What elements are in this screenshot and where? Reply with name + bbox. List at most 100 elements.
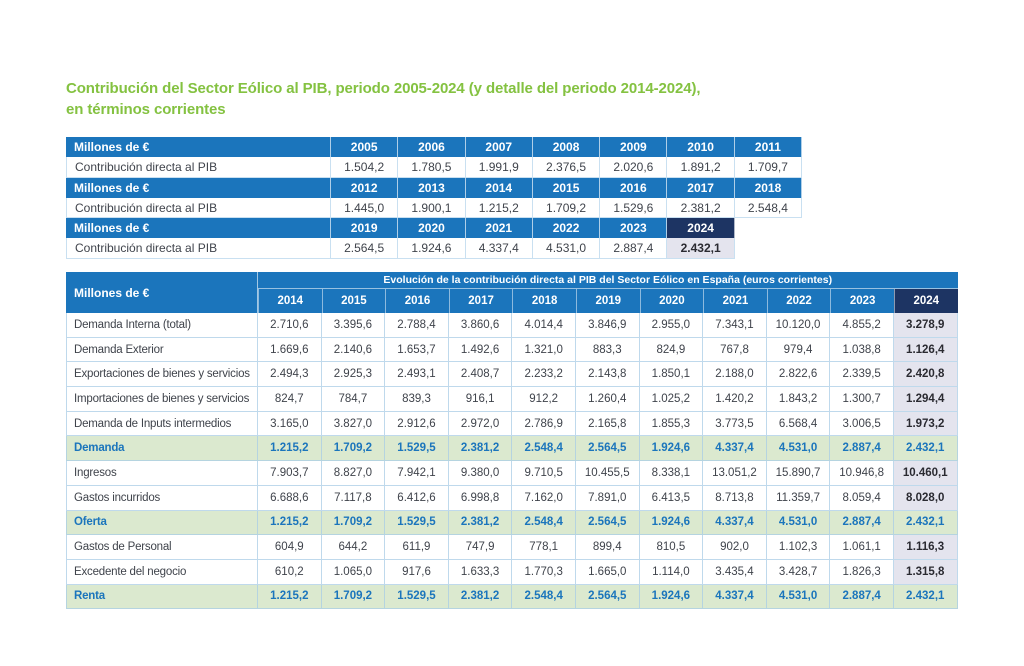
- year-header-cell: 2017: [448, 289, 513, 313]
- page-title-line-2: en términos corrientes: [66, 101, 226, 118]
- value-cell: 4.337,4: [465, 238, 533, 259]
- value-cell: 8.059,4: [830, 485, 894, 511]
- value-cell: 6.568,4: [766, 411, 831, 437]
- page-title-line-1: Contribución del Sector Eólico al PIB, p…: [66, 80, 701, 97]
- value-cell: 2.432,1: [667, 238, 735, 259]
- value-cell: 1.665,0: [575, 559, 640, 585]
- value-cell: 1.709,2: [532, 197, 601, 219]
- value-cell: 2.188,0: [703, 362, 767, 388]
- row-label-cell: Demanda: [66, 436, 258, 462]
- value-cell: 3.428,7: [766, 559, 831, 585]
- row-label-cell: Demanda de Inputs intermedios: [66, 411, 258, 437]
- value-cell: 6.998,8: [448, 485, 513, 511]
- year-header-cell: 2016: [600, 177, 668, 198]
- value-cell: 7.903,7: [258, 461, 322, 486]
- value-cell: 2.432,1: [893, 584, 958, 610]
- value-cell: 1.529,5: [385, 584, 449, 610]
- value-cell: 4.531,0: [766, 584, 831, 610]
- value-cell: 1.633,3: [448, 559, 513, 585]
- year-header-cell: 2014: [258, 289, 322, 313]
- value-cell: 1.061,1: [830, 535, 894, 560]
- value-cell: 1.025,2: [639, 387, 704, 412]
- value-cell: 4.531,0: [766, 510, 831, 536]
- year-header-cell: 2019: [575, 289, 640, 313]
- value-cell: 2.912,6: [385, 411, 449, 437]
- row-label-cell: Ingresos: [66, 461, 258, 486]
- value-cell: 3.846,9: [575, 313, 640, 338]
- value-cell: 2.408,7: [448, 362, 513, 388]
- value-cell: 979,4: [766, 337, 831, 363]
- summary-table-section: Millones de €2019 2020 2021 2022 2023 2024 Con…: [66, 218, 802, 259]
- year-header-cell: 2020: [398, 218, 466, 239]
- value-cell: 1.850,1: [639, 362, 704, 388]
- value-cell: 1.215,2: [258, 436, 322, 462]
- year-header-cell: 2015: [321, 289, 386, 313]
- value-cell: 1.826,3: [830, 559, 894, 585]
- value-cell: 824,7: [258, 387, 322, 412]
- year-header-cell: 2005: [331, 137, 399, 158]
- value-cell: 3.773,5: [703, 411, 767, 437]
- value-cell: 824,9: [639, 337, 704, 363]
- value-cell: 1.770,3: [512, 559, 576, 585]
- value-cell: 2.548,4: [512, 436, 576, 462]
- value-cell: 2.233,2: [512, 362, 576, 388]
- value-cell: 1.492,6: [448, 337, 513, 363]
- value-cell: 1.709,7: [734, 157, 803, 178]
- year-header-cell: 2017: [667, 177, 735, 198]
- value-cell: 902,0: [703, 535, 767, 560]
- value-cell: 778,1: [512, 535, 576, 560]
- value-cell: 1.709,2: [321, 436, 386, 462]
- value-cell: 2.493,1: [385, 362, 449, 388]
- value-cell: 2.564,5: [331, 238, 399, 259]
- value-cell: 1.420,2: [703, 387, 767, 412]
- value-cell: 1.114,0: [639, 559, 704, 585]
- value-cell: 1.669,6: [258, 337, 322, 363]
- value-cell: 2.140,6: [321, 337, 386, 363]
- value-cell: 10.946,8: [830, 461, 894, 486]
- value-cell: 1.855,3: [639, 411, 704, 437]
- page-title: Contribución del Sector Eólico al PIB, p…: [66, 78, 926, 120]
- year-header-cell: 2018: [734, 177, 803, 198]
- value-cell: 1.504,2: [331, 157, 399, 178]
- value-cell: 3.006,5: [830, 411, 894, 437]
- value-cell: 2.564,5: [575, 436, 640, 462]
- value-cell: 1.102,3: [766, 535, 831, 560]
- value-cell: 1.709,2: [321, 584, 386, 610]
- value-cell: 883,3: [575, 337, 640, 363]
- year-header-cell: 2020: [639, 289, 704, 313]
- year-header-cell: 2015: [532, 177, 601, 198]
- row-label-cell: Contribución directa al PIB: [66, 238, 331, 259]
- value-cell: 1.924,6: [639, 436, 704, 462]
- value-cell: 899,4: [575, 535, 640, 560]
- year-header-cell: 2014: [465, 177, 533, 198]
- value-cell: 1.215,2: [258, 584, 322, 610]
- value-cell: 1.653,7: [385, 337, 449, 363]
- value-cell: 2.887,4: [830, 510, 894, 536]
- value-cell: 1.529,5: [385, 436, 449, 462]
- year-header-cell: 2021: [703, 289, 767, 313]
- value-cell: 10.455,5: [575, 461, 640, 486]
- year-header-cell: 2007: [465, 137, 533, 158]
- value-cell: 3.827,0: [321, 411, 386, 437]
- value-cell: 2.548,4: [512, 584, 576, 610]
- value-cell: 4.337,4: [703, 510, 767, 536]
- value-cell: 7.117,8: [321, 485, 386, 511]
- year-header-cell: 2008: [532, 137, 601, 158]
- value-cell: 2.548,4: [512, 510, 576, 536]
- millones-corner-cell: Millones de €: [66, 272, 258, 313]
- value-cell: 1.038,8: [830, 337, 894, 363]
- value-cell: 1.529,6: [600, 197, 668, 219]
- value-cell: 2.020,6: [600, 157, 668, 178]
- row-label-cell: Excedente del negocio: [66, 559, 258, 585]
- year-header-cell: 2012: [331, 177, 399, 198]
- row-label-cell: Contribución directa al PIB: [66, 157, 331, 178]
- row-label-cell: Exportaciones de bienes y servicios: [66, 362, 258, 388]
- value-cell: 839,3: [385, 387, 449, 412]
- value-cell: 1.116,3: [893, 535, 958, 560]
- value-cell: 10.460,1: [893, 461, 958, 486]
- value-cell: 2.955,0: [639, 313, 704, 338]
- value-cell: 4.531,0: [766, 436, 831, 462]
- year-header-cell: 2023: [600, 218, 668, 239]
- value-cell: 1.315,8: [893, 559, 958, 585]
